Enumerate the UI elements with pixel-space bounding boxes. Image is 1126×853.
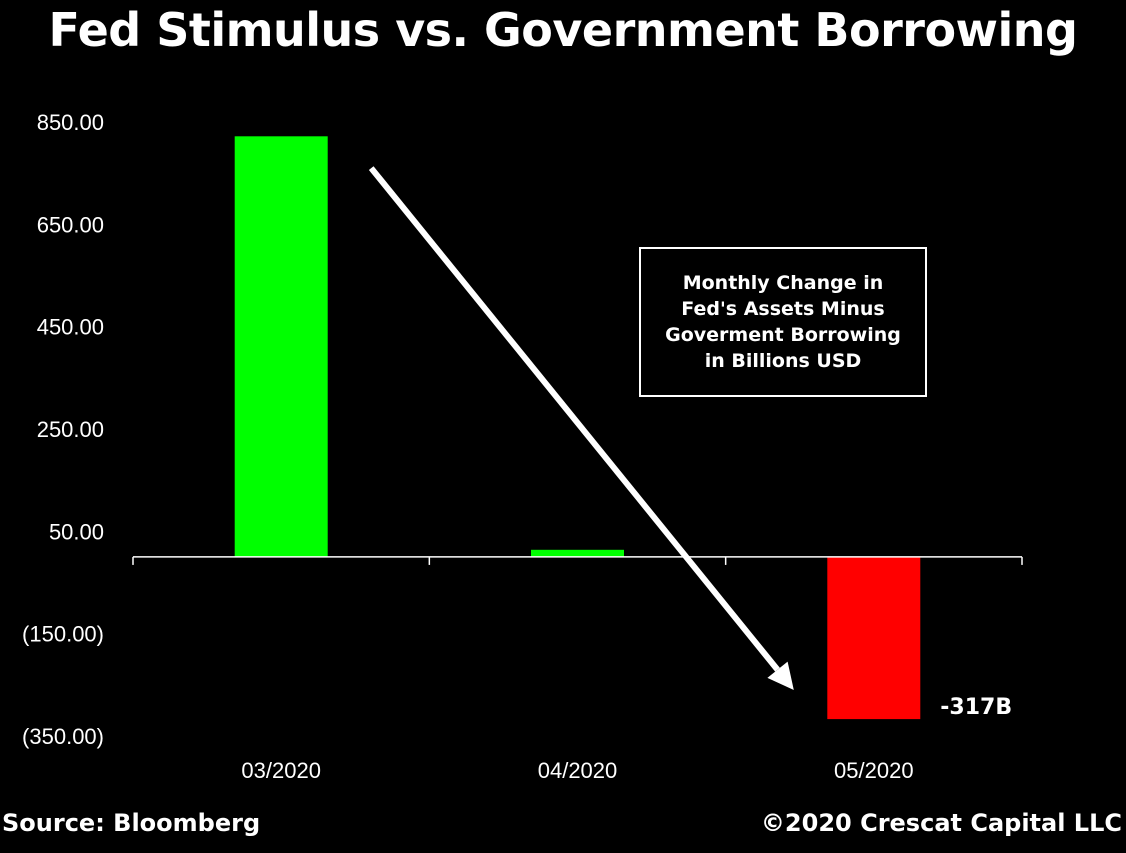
- legend-line: Fed's Assets Minus: [681, 298, 885, 320]
- bar: [234, 136, 328, 557]
- y-tick-label: 650.00: [37, 212, 104, 237]
- bar: [531, 549, 624, 557]
- y-tick-label: 50.00: [49, 519, 104, 544]
- legend-line: Goverment Borrowing: [665, 324, 901, 346]
- y-tick-label: 850.00: [37, 110, 104, 135]
- source-label: Source: Bloomberg: [2, 809, 261, 837]
- trend-arrow-head: [767, 661, 794, 690]
- copyright-label: ©2020 Crescat Capital LLC: [760, 809, 1122, 837]
- legend-line: Monthly Change in: [682, 272, 884, 294]
- x-tick-label: 05/2020: [834, 758, 914, 783]
- x-tick-label: 04/2020: [538, 758, 618, 783]
- legend-line: in Billions USD: [704, 350, 862, 372]
- y-tick-label: 450.00: [37, 315, 104, 340]
- y-tick-label: 250.00: [37, 417, 104, 442]
- y-tick-label: (150.00): [22, 622, 104, 647]
- bar: [827, 556, 921, 720]
- chart-title: Fed Stimulus vs. Government Borrowing: [48, 3, 1078, 57]
- legend-box: Monthly Change in Fed's Assets Minus Gov…: [639, 247, 927, 397]
- trend-arrow-shaft: [368, 166, 780, 672]
- y-tick-label: (350.00): [22, 724, 104, 749]
- x-tick-label: 03/2020: [241, 758, 321, 783]
- data-label: -317B: [940, 695, 1012, 720]
